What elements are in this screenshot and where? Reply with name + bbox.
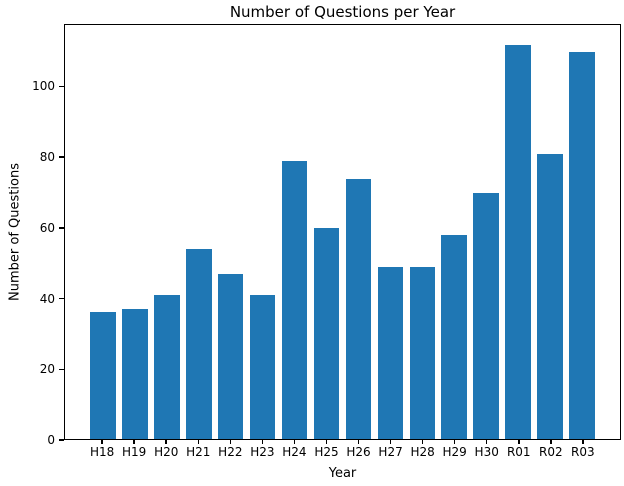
y-tick-label: 40 [39,291,55,306]
bar-R03 [569,51,595,439]
plot-area [64,24,621,440]
bar-H18 [90,312,116,439]
x-tick [389,440,392,444]
x-tick [453,440,456,444]
x-tick [133,440,135,444]
x-tick [421,440,424,444]
y-tick [59,156,64,158]
x-tick-label: R01 [506,445,531,459]
y-axis-label: Number of Questions [7,163,23,301]
x-tick-label: H20 [154,445,179,459]
x-tick-label: R03 [571,445,595,459]
x-tick-label: H27 [378,445,403,459]
bar-H20 [154,294,180,439]
x-tick-label: H28 [410,445,435,459]
x-tick-label: H26 [346,445,371,459]
x-tick [101,440,103,444]
bar-H21 [186,248,212,439]
bars-layer [65,25,620,439]
x-tick [518,440,520,444]
bar-R02 [537,153,563,439]
bar-H25 [313,227,340,439]
x-tick-label: H19 [122,445,147,459]
bar-R01 [505,44,531,439]
chart-title: Number of Questions per Year [229,3,456,21]
bar-H23 [249,294,276,439]
y-tick [59,368,64,370]
x-tick-label: H18 [89,445,115,459]
x-tick [293,440,296,444]
x-tick [325,440,328,444]
bar-H28 [409,266,436,439]
bar-H24 [281,160,308,439]
x-tick [197,440,200,444]
y-tick-label: 100 [32,79,55,94]
x-tick [357,440,360,444]
y-tick-label: 60 [39,220,55,235]
x-tick [550,440,552,444]
x-tick-label: R02 [539,445,563,459]
bar-H27 [377,266,404,439]
x-tick-label: H29 [442,445,467,459]
x-tick-label: H23 [250,445,275,459]
x-tick [485,440,488,444]
bar-H22 [217,273,244,439]
y-tick [59,439,64,441]
y-tick [59,227,64,229]
bar-H26 [345,178,372,439]
y-tick [59,85,64,87]
x-tick-label: H24 [282,445,307,459]
x-tick-label: H25 [314,445,339,459]
x-tick-label: H30 [474,445,499,459]
y-tick [59,297,64,300]
x-tick-label: H22 [218,445,243,459]
x-axis-label: Year [328,466,357,481]
x-tick-label: H21 [186,445,211,459]
y-tick-label: 0 [47,433,55,447]
y-tick-label: 80 [39,150,55,164]
x-tick [165,440,167,444]
x-tick [582,440,584,444]
bar-H30 [473,192,499,439]
x-tick [229,440,232,444]
bar-H19 [122,308,148,439]
bar-H29 [441,234,468,439]
x-tick [261,440,264,444]
y-tick-label: 20 [39,362,55,377]
